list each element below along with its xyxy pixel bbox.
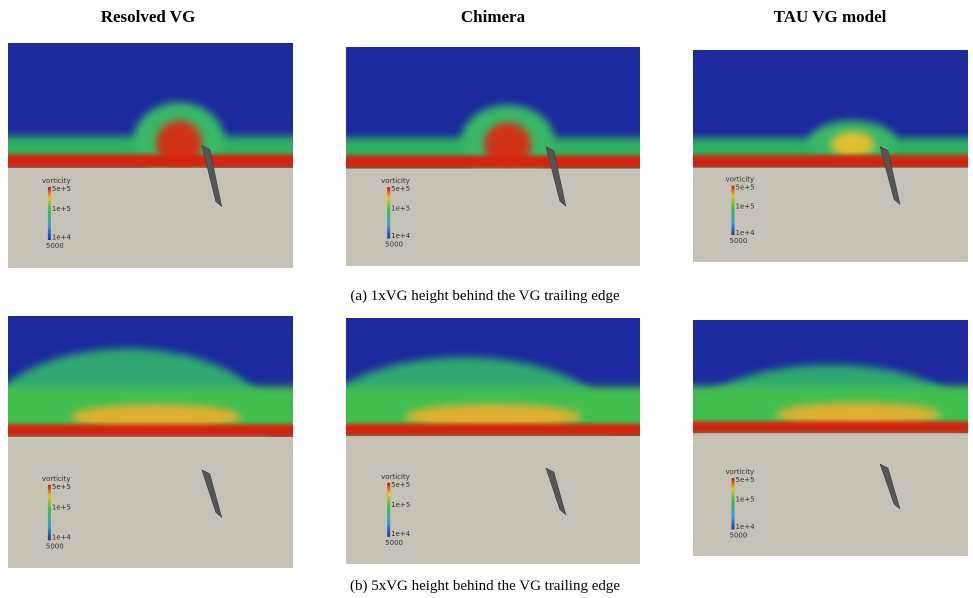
colorbar bbox=[387, 187, 390, 238]
wall-layer bbox=[0, 154, 303, 168]
caption: (a) 1xVG height behind the VG trailing e… bbox=[350, 288, 620, 304]
legend-tick: 1e+4 bbox=[736, 229, 756, 237]
legend-tick: 1e+4 bbox=[736, 523, 756, 531]
wall-layer bbox=[683, 155, 973, 168]
legend-tick: 1e+5 bbox=[736, 495, 755, 503]
column-header: TAU VG model bbox=[774, 7, 887, 26]
legend-tick: 1e+4 bbox=[52, 533, 72, 541]
legend-tick: 1e+5 bbox=[736, 202, 755, 210]
wall-layer bbox=[683, 421, 973, 433]
legend-tick: 5000 bbox=[46, 542, 64, 550]
legend-tick: 5e+5 bbox=[52, 483, 71, 491]
legend-title: vorticity bbox=[726, 468, 755, 476]
wall-layer bbox=[336, 155, 650, 168]
legend-title: vorticity bbox=[381, 473, 410, 481]
legend-title: vorticity bbox=[42, 475, 71, 483]
wall-layer bbox=[336, 424, 650, 436]
legend-tick: 5e+5 bbox=[52, 185, 71, 193]
colorbar bbox=[732, 478, 735, 529]
legend-tick: 1e+5 bbox=[52, 205, 71, 213]
legend-tick: 1e+4 bbox=[391, 530, 411, 538]
legend-tick: 5e+5 bbox=[391, 481, 410, 489]
legend-tick: 1e+4 bbox=[52, 233, 72, 241]
legend-tick: 5e+5 bbox=[736, 476, 755, 484]
legend-tick: 5000 bbox=[385, 240, 403, 248]
legend-title: vorticity bbox=[42, 177, 71, 185]
legend-title: vorticity bbox=[726, 176, 755, 184]
wall-layer bbox=[0, 424, 303, 437]
legend-tick: 1e+5 bbox=[52, 504, 71, 512]
caption: (b) 5xVG height behind the VG trailing e… bbox=[350, 578, 620, 594]
colorbar bbox=[48, 485, 51, 541]
legend-title: vorticity bbox=[381, 177, 410, 185]
legend-tick: 5000 bbox=[730, 531, 748, 539]
column-header: Resolved VG bbox=[101, 7, 196, 26]
legend-tick: 5000 bbox=[730, 237, 748, 245]
legend-tick: 1e+5 bbox=[391, 501, 410, 509]
vortex-core bbox=[831, 132, 875, 157]
colorbar bbox=[48, 187, 51, 240]
colorbar bbox=[732, 186, 735, 235]
legend-tick: 5e+5 bbox=[391, 185, 410, 193]
figure: Resolved VG Chimera TAU VG model (a) 1xV… bbox=[0, 0, 973, 598]
colorbar bbox=[387, 483, 390, 537]
legend-tick: 1e+4 bbox=[391, 232, 411, 240]
legend-tick: 5000 bbox=[385, 539, 403, 547]
legend-tick: 1e+5 bbox=[391, 205, 410, 213]
legend-tick: 5e+5 bbox=[736, 184, 755, 192]
legend-tick: 5000 bbox=[46, 242, 64, 250]
column-header: Chimera bbox=[461, 7, 526, 26]
